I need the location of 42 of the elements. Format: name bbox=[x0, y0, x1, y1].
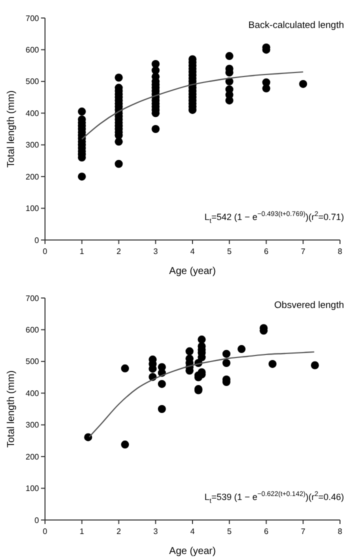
x-tick-label: 2 bbox=[116, 527, 122, 536]
y-tick-label: 400 bbox=[26, 388, 40, 398]
x-tick-label: 3 bbox=[153, 527, 158, 536]
x-tick-label: 7 bbox=[300, 247, 306, 256]
x-tick-label: 4 bbox=[190, 247, 196, 256]
x-tick-label: 0 bbox=[42, 527, 48, 536]
y-tick-label: 100 bbox=[26, 204, 40, 214]
x-tick-label: 8 bbox=[338, 247, 343, 256]
chart-title: Obsvered length bbox=[274, 300, 344, 311]
y-tick-label: 600 bbox=[26, 326, 40, 335]
x-tick-label: 3 bbox=[153, 247, 158, 256]
y-tick-label: 500 bbox=[26, 357, 40, 366]
x-tick-label: 8 bbox=[338, 527, 343, 536]
y-axis-title: Total length (mm) bbox=[6, 90, 17, 168]
x-axis-title: Age (year) bbox=[169, 546, 216, 557]
y-axis-title: Total length (mm) bbox=[6, 370, 17, 448]
y-tick-label: 0 bbox=[34, 236, 40, 245]
x-tick-label: 0 bbox=[42, 247, 48, 256]
x-tick-label: 5 bbox=[227, 527, 232, 536]
x-tick-label: 5 bbox=[227, 247, 232, 256]
y-tick-label: 700 bbox=[26, 14, 40, 23]
x-tick-label: 6 bbox=[264, 247, 270, 256]
x-tick-label: 7 bbox=[300, 527, 306, 536]
y-tick-label: 400 bbox=[26, 108, 40, 118]
y-tick-label: 500 bbox=[26, 77, 40, 86]
y-tick-label: 100 bbox=[26, 484, 40, 494]
x-tick-label: 1 bbox=[80, 527, 85, 536]
y-tick-label: 600 bbox=[26, 46, 40, 55]
x-axis-title: Age (year) bbox=[169, 266, 216, 277]
x-tick-label: 2 bbox=[116, 247, 122, 256]
x-tick-label: 1 bbox=[80, 247, 85, 256]
y-tick-label: 300 bbox=[26, 140, 40, 150]
x-tick-label: 6 bbox=[264, 527, 270, 536]
y-tick-label: 0 bbox=[34, 516, 40, 525]
chart-title: Back-calculated length bbox=[248, 20, 344, 31]
y-tick-label: 300 bbox=[26, 420, 40, 430]
y-tick-label: 200 bbox=[26, 172, 40, 182]
y-tick-label: 200 bbox=[26, 452, 40, 462]
annotation: L$_{t}$=539 (1 − e$^{−0.622(t+0.142)}$)(r$^{2}$=0.46) bbox=[204, 491, 344, 505]
y-tick-label: 700 bbox=[26, 294, 40, 303]
x-tick-label: 4 bbox=[190, 527, 196, 536]
annotation: L$_{t}$=542 (1 − e$^{−0.493(t+0.769)}$)(r$^{2}$=0.71) bbox=[204, 211, 344, 225]
